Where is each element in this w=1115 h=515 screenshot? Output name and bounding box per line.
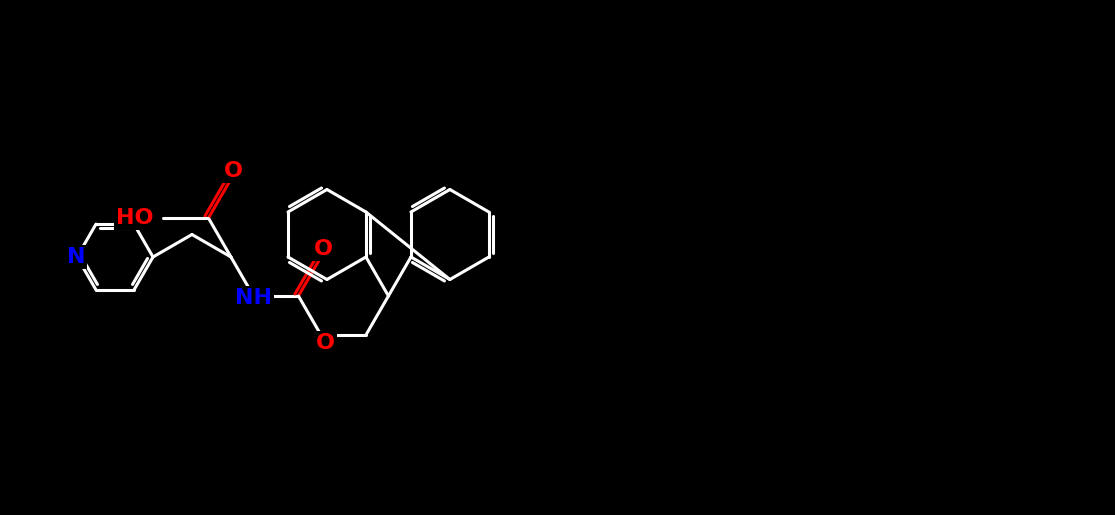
Text: O: O [316,333,334,353]
Text: O: O [223,161,242,181]
Text: HO: HO [116,208,154,228]
Text: O: O [313,239,332,259]
Text: N: N [67,247,85,267]
Text: NH: NH [235,288,272,308]
